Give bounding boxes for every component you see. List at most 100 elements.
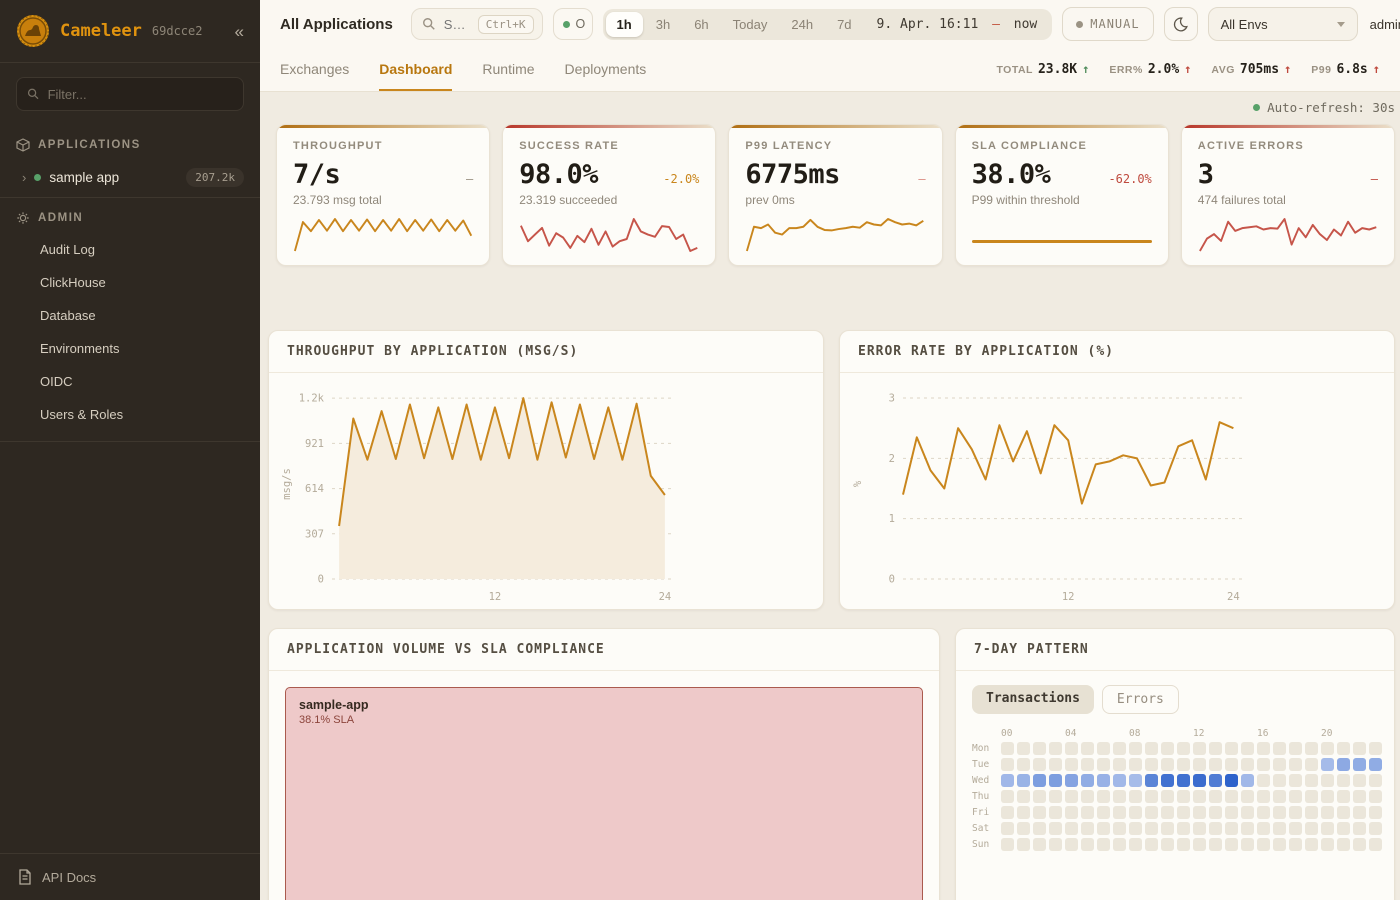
heatmap-cell[interactable] <box>1081 742 1094 755</box>
heatmap-cell[interactable] <box>1033 758 1046 771</box>
heatmap-cell[interactable] <box>1001 806 1014 819</box>
heatmap-cell[interactable] <box>1113 806 1126 819</box>
toggle-errors[interactable]: Errors <box>1101 685 1179 714</box>
heatmap-cell[interactable] <box>1161 806 1174 819</box>
kpi-card-active-errors[interactable]: ACTIVE ERRORS 3–474 failures total <box>1180 124 1395 266</box>
sidebar-item-oidc[interactable]: OIDC <box>40 374 73 389</box>
sidebar-filter[interactable] <box>16 77 244 111</box>
heatmap-cell[interactable] <box>1161 822 1174 835</box>
heatmap-cell[interactable] <box>1225 838 1238 851</box>
heatmap-cell[interactable] <box>1289 838 1302 851</box>
heatmap-cell[interactable] <box>1353 822 1366 835</box>
heatmap-cell[interactable] <box>1289 742 1302 755</box>
kpi-card-throughput[interactable]: THROUGHPUT 7/s – 23.793 msg total <box>276 124 491 266</box>
heatmap-cell[interactable] <box>1273 774 1286 787</box>
heatmap-cell[interactable] <box>1209 806 1222 819</box>
heatmap-cell[interactable] <box>1289 758 1302 771</box>
heatmap-cell[interactable] <box>1113 758 1126 771</box>
heatmap-cell[interactable] <box>1065 838 1078 851</box>
heatmap-cell[interactable] <box>1081 774 1094 787</box>
heatmap-cell[interactable] <box>1033 774 1046 787</box>
heatmap-cell[interactable] <box>1369 822 1382 835</box>
heatmap-cell[interactable] <box>1129 790 1142 803</box>
heatmap-cell[interactable] <box>1001 774 1014 787</box>
heatmap-cell[interactable] <box>1321 758 1334 771</box>
heatmap-cell[interactable] <box>1305 742 1318 755</box>
time-range-3h[interactable]: 3h <box>655 16 671 32</box>
filter-input[interactable] <box>47 86 233 102</box>
toggle-transactions[interactable]: Transactions <box>972 685 1094 714</box>
heatmap-cell[interactable] <box>1033 822 1046 835</box>
heatmap-cell[interactable] <box>1321 774 1334 787</box>
heatmap-cell[interactable] <box>1145 838 1158 851</box>
time-range-24h[interactable]: 24h <box>791 16 814 32</box>
heatmap-cell[interactable] <box>1177 838 1190 851</box>
time-range-7d[interactable]: 7d <box>837 16 852 32</box>
kpi-card-p99-latency[interactable]: P99 LATENCY 6775ms – prev 0ms <box>728 124 943 266</box>
heatmap-cell[interactable] <box>1273 790 1286 803</box>
heatmap-cell[interactable] <box>1033 838 1046 851</box>
heatmap-cell[interactable] <box>1209 838 1222 851</box>
heatmap-cell[interactable] <box>1241 758 1254 771</box>
env-select[interactable]: All Envs <box>1207 7 1358 41</box>
heatmap-cell[interactable] <box>1337 774 1350 787</box>
heatmap-cell[interactable] <box>1337 806 1350 819</box>
heatmap-cell[interactable] <box>1017 758 1030 771</box>
heatmap-cell[interactable] <box>1257 838 1270 851</box>
heatmap-cell[interactable] <box>1289 806 1302 819</box>
heatmap-cell[interactable] <box>1225 806 1238 819</box>
heatmap-cell[interactable] <box>1129 774 1142 787</box>
heatmap-cell[interactable] <box>1305 790 1318 803</box>
heatmap-cell[interactable] <box>1177 790 1190 803</box>
heatmap-cell[interactable] <box>1369 742 1382 755</box>
heatmap-cell[interactable] <box>1369 806 1382 819</box>
heatmap-cell[interactable] <box>1097 774 1110 787</box>
heatmap-cell[interactable] <box>1337 822 1350 835</box>
sidebar-item-sample-app[interactable]: › sample app 207.2k <box>0 160 260 197</box>
heatmap-cell[interactable] <box>1065 790 1078 803</box>
heatmap-cell[interactable] <box>1321 790 1334 803</box>
heatmap-cell[interactable] <box>1305 806 1318 819</box>
tab-runtime[interactable]: Runtime <box>482 60 535 77</box>
sidebar-item-audit-log[interactable]: Audit Log <box>40 242 95 257</box>
kpi-card-success-rate[interactable]: SUCCESS RATE 98.0% -2.0% 23.319 succeeded <box>502 124 717 266</box>
time-range-6h[interactable]: 6h <box>694 16 709 32</box>
heatmap-cell[interactable] <box>1177 806 1190 819</box>
heatmap-cell[interactable] <box>1129 838 1142 851</box>
heatmap-cell[interactable] <box>1145 806 1158 819</box>
heatmap-cell[interactable] <box>1353 774 1366 787</box>
treemap-block-sample-app[interactable]: sample-app 38.1% SLA <box>285 687 923 900</box>
heatmap-cell[interactable] <box>1321 822 1334 835</box>
heatmap-cell[interactable] <box>1177 758 1190 771</box>
heatmap-cell[interactable] <box>1033 790 1046 803</box>
heatmap-cell[interactable] <box>1177 742 1190 755</box>
heatmap-cell[interactable] <box>1209 790 1222 803</box>
heatmap-cell[interactable] <box>1337 838 1350 851</box>
heatmap-cell[interactable] <box>1305 838 1318 851</box>
heatmap-cell[interactable] <box>1049 790 1062 803</box>
heatmap-cell[interactable] <box>1273 742 1286 755</box>
heatmap-cell[interactable] <box>1321 806 1334 819</box>
heatmap-cell[interactable] <box>1049 742 1062 755</box>
heatmap-cell[interactable] <box>1369 790 1382 803</box>
time-range-today[interactable]: Today <box>732 16 768 32</box>
heatmap-cell[interactable] <box>1161 838 1174 851</box>
heatmap-cell[interactable] <box>1209 742 1222 755</box>
heatmap-cell[interactable] <box>1017 838 1030 851</box>
heatmap-cell[interactable] <box>1129 742 1142 755</box>
search-box[interactable]: Ctrl+K <box>410 8 543 40</box>
search-input[interactable] <box>443 16 470 32</box>
heatmap-cell[interactable] <box>1161 774 1174 787</box>
heatmap-cell[interactable] <box>1369 838 1382 851</box>
heatmap-cell[interactable] <box>1001 742 1014 755</box>
heatmap-cell[interactable] <box>1161 742 1174 755</box>
api-docs-link[interactable]: API Docs <box>0 854 260 900</box>
heatmap-cell[interactable] <box>1097 790 1110 803</box>
heatmap-cell[interactable] <box>1065 742 1078 755</box>
heatmap-cell[interactable] <box>1225 742 1238 755</box>
heatmap-cell[interactable] <box>1193 758 1206 771</box>
heatmap-cell[interactable] <box>1017 774 1030 787</box>
sidebar-item-users-roles[interactable]: Users & Roles <box>40 407 124 422</box>
heatmap-cell[interactable] <box>1081 758 1094 771</box>
heatmap-cell[interactable] <box>1065 806 1078 819</box>
